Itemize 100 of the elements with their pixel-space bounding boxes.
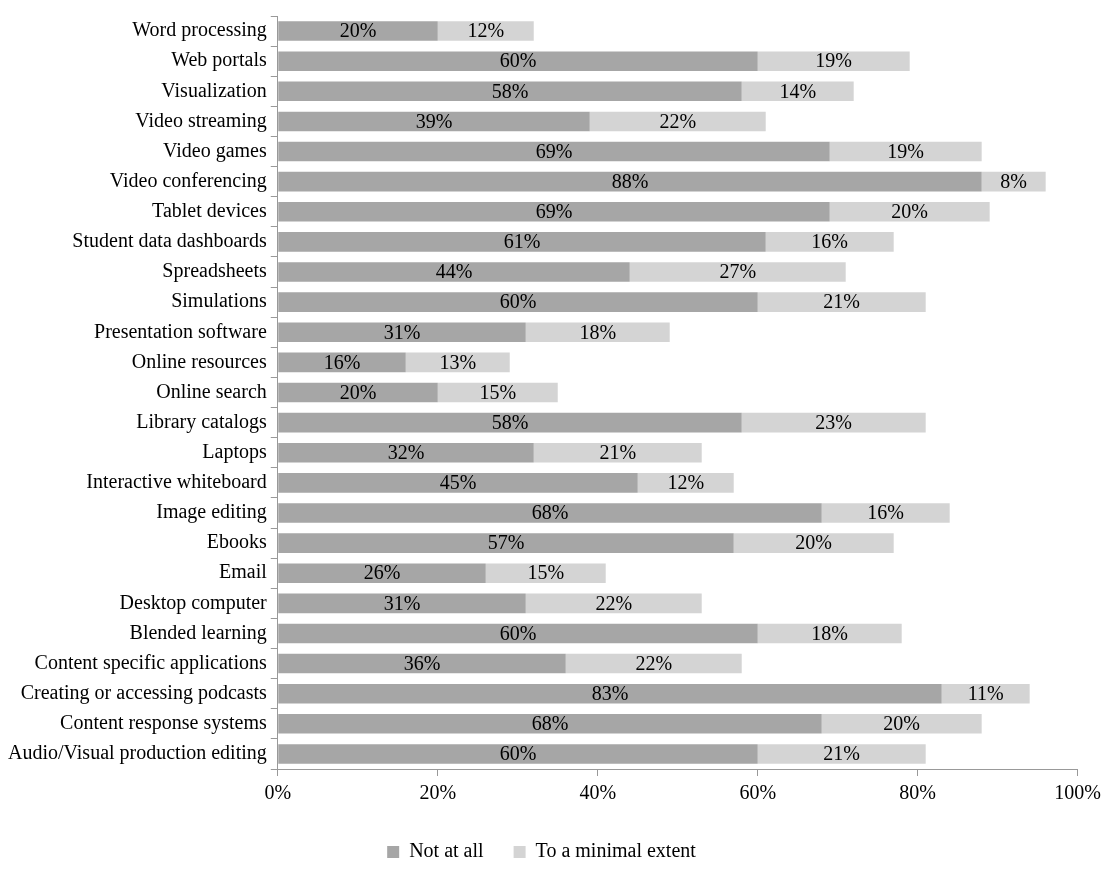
bar	[278, 623, 758, 644]
data-label: 39%	[415, 109, 453, 132]
data-label: 18%	[579, 320, 617, 343]
data-label: 32%	[387, 440, 425, 463]
data-label: 16%	[811, 230, 849, 253]
bar	[278, 653, 566, 674]
bar	[278, 412, 742, 433]
bar	[278, 21, 438, 41]
bar	[525, 322, 670, 343]
data-label: 27%	[719, 260, 757, 283]
bar	[278, 141, 830, 162]
y-tick-label: Tablet devices	[152, 199, 267, 222]
bar	[629, 262, 846, 282]
bar	[437, 21, 534, 41]
legend-label: Not at all	[409, 839, 485, 862]
data-label: 20%	[339, 19, 377, 42]
legend-label: To a minimal extent	[535, 839, 697, 862]
x-tick-label: 0%	[264, 781, 292, 804]
y-tick-label: Web portals	[171, 48, 267, 72]
bar	[637, 473, 734, 493]
data-label: 21%	[823, 742, 861, 765]
data-label: 16%	[323, 350, 361, 373]
data-label: 20%	[339, 380, 377, 403]
y-tick-label: Image editing	[156, 500, 267, 524]
bar	[757, 51, 910, 71]
data-label: 26%	[363, 561, 401, 584]
y-tick-label: Word processing	[132, 18, 267, 42]
bar	[278, 563, 486, 584]
bar	[829, 201, 990, 222]
data-label: 21%	[599, 440, 637, 463]
data-label: 22%	[595, 591, 633, 614]
y-tick-label: Laptops	[202, 439, 267, 463]
x-tick-label: 100%	[1054, 781, 1102, 804]
bar	[278, 322, 526, 343]
bar	[733, 533, 894, 553]
bar	[741, 412, 926, 433]
data-label: 58%	[491, 79, 529, 102]
data-label: 18%	[811, 621, 849, 644]
y-tick-label: Content response systems	[60, 711, 267, 735]
y-tick-label: Blended learning	[129, 620, 267, 644]
bar	[278, 111, 590, 132]
data-label: 69%	[535, 200, 573, 223]
data-label: 21%	[823, 290, 861, 313]
bar	[278, 442, 534, 463]
data-label: 15%	[479, 380, 517, 403]
bar	[821, 503, 950, 523]
y-tick-label: Email	[219, 560, 268, 583]
data-label: 20%	[883, 712, 921, 735]
y-tick-label: Online search	[156, 379, 267, 402]
y-tick-label: Ebooks	[206, 530, 267, 553]
data-label: 60%	[499, 621, 537, 644]
y-tick-label: Video games	[162, 138, 267, 162]
y-tick-label: Simulations	[171, 289, 267, 312]
data-label: 22%	[635, 651, 673, 674]
bar	[757, 744, 926, 764]
data-label: 60%	[499, 290, 537, 313]
y-tick-label: Student data dashboards	[72, 229, 267, 252]
data-label: 83%	[591, 681, 629, 704]
data-label: 19%	[887, 139, 925, 162]
bar	[525, 593, 702, 614]
bar	[278, 503, 822, 523]
y-tick-label: Content specific applications	[34, 650, 267, 674]
y-tick-label: Presentation software	[94, 319, 267, 342]
data-label: 22%	[659, 109, 697, 132]
data-label: 44%	[435, 260, 473, 283]
data-label: 61%	[503, 230, 541, 253]
y-tick-label: Video conferencing	[109, 168, 267, 192]
data-label: 60%	[499, 49, 537, 72]
bar	[757, 292, 926, 312]
data-label: 20%	[795, 531, 833, 554]
data-label: 8%	[1000, 169, 1028, 192]
bar	[278, 81, 742, 102]
bar	[278, 201, 830, 222]
data-label: 45%	[439, 471, 477, 494]
data-label: 20%	[891, 200, 929, 223]
y-tick-label: Spreadsheets	[162, 259, 267, 283]
data-label: 13%	[439, 350, 477, 373]
y-tick-label: Online resources	[131, 349, 267, 372]
bar	[565, 653, 742, 674]
data-label: 11%	[967, 681, 1004, 704]
data-label: 15%	[527, 561, 565, 584]
y-tick-label: Interactive whiteboard	[86, 470, 267, 493]
bar	[533, 442, 702, 463]
data-label: 12%	[467, 19, 505, 42]
data-label: 60%	[499, 742, 537, 765]
bar	[485, 563, 606, 584]
x-tick-label: 80%	[899, 781, 937, 804]
data-label: 23%	[815, 410, 853, 433]
data-label: 12%	[667, 471, 705, 494]
x-tick-label: 60%	[739, 781, 777, 804]
data-label: 19%	[815, 49, 853, 72]
data-label: 31%	[383, 591, 421, 614]
x-tick-label: 40%	[579, 781, 617, 804]
data-label: 36%	[403, 651, 441, 674]
bar	[278, 683, 942, 704]
y-tick-label: Desktop computer	[119, 590, 268, 614]
bar	[278, 232, 766, 252]
bar	[278, 473, 638, 493]
bar	[278, 744, 758, 764]
bar	[765, 232, 894, 252]
